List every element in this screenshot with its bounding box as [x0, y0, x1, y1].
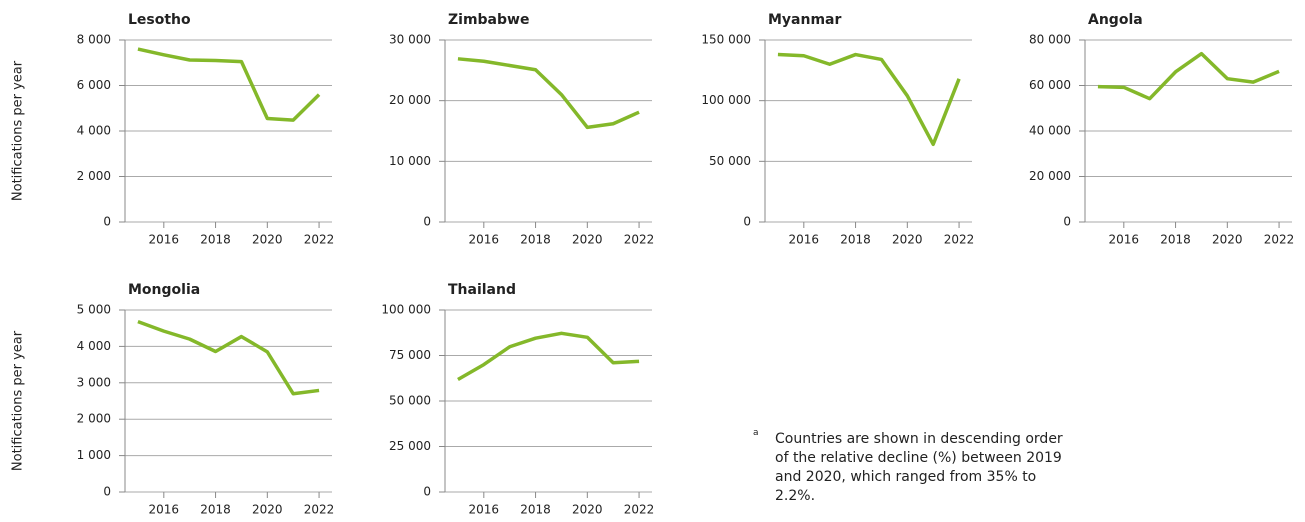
x-tick-label: 2022	[304, 503, 335, 517]
x-tick-label: 2018	[520, 233, 551, 247]
x-tick-label: 2022	[624, 503, 655, 517]
x-tick-label: 2022	[1264, 233, 1295, 247]
footnote-marker: a	[753, 428, 759, 438]
x-tick-label: 2018	[200, 503, 231, 517]
y-tick-label: 0	[743, 215, 751, 229]
x-tick-label: 2016	[149, 233, 180, 247]
x-tick-label: 2020	[252, 503, 283, 517]
line	[1097, 51, 1280, 101]
y-tick-label: 25 000	[389, 439, 431, 453]
chart-title: Zimbabwe	[448, 12, 529, 28]
line	[137, 47, 321, 122]
y-tick-label: 50 000	[389, 394, 431, 408]
y-tick-label: 4 000	[77, 339, 111, 353]
chart-title: Thailand	[448, 282, 516, 298]
x-tick-label: 2018	[520, 503, 551, 517]
line	[457, 331, 640, 382]
y-tick-label: 0	[103, 215, 111, 229]
y-tick-label: 0	[1063, 215, 1071, 229]
y-tick-label: 50 000	[709, 154, 751, 168]
y-tick-label: 1 000	[77, 448, 111, 462]
y-tick-label: 6 000	[77, 78, 111, 92]
x-tick-label: 2022	[304, 233, 335, 247]
y-tick-label: 60 000	[1029, 78, 1071, 92]
x-tick-label: 2022	[624, 233, 655, 247]
line	[777, 52, 961, 147]
y-tick-label: 3 000	[77, 375, 111, 389]
chart-title: Lesotho	[128, 12, 191, 28]
x-tick-label: 2020	[252, 233, 283, 247]
x-tick-label: 2020	[572, 233, 603, 247]
y-tick-label: 80 000	[1029, 33, 1071, 47]
y-axis-label: Notifications per year	[11, 60, 26, 201]
y-tick-label: 20 000	[1029, 169, 1071, 183]
x-tick-label: 2016	[1109, 233, 1140, 247]
y-tick-label: 30 000	[389, 33, 431, 47]
y-tick-label: 150 000	[701, 33, 751, 47]
x-tick-label: 2020	[892, 233, 923, 247]
y-tick-label: 2 000	[77, 169, 111, 183]
y-tick-label: 4 000	[77, 124, 111, 138]
chart-title: Angola	[1088, 12, 1143, 28]
y-tick-label: 0	[423, 215, 431, 229]
y-tick-label: 20 000	[389, 93, 431, 107]
y-tick-label: 0	[423, 485, 431, 499]
y-tick-label: 10 000	[389, 154, 431, 168]
chart-title: Mongolia	[128, 282, 200, 298]
line	[137, 320, 320, 396]
y-tick-label: 5 000	[77, 303, 111, 317]
x-tick-label: 2018	[840, 233, 871, 247]
y-tick-label: 40 000	[1029, 124, 1071, 138]
y-tick-label: 2 000	[77, 412, 111, 426]
y-tick-label: 100 000	[701, 93, 751, 107]
y-tick-label: 8 000	[77, 33, 111, 47]
y-axis-label: Notifications per year	[11, 330, 26, 471]
chart-title: Myanmar	[768, 12, 842, 28]
y-tick-label: 0	[103, 485, 111, 499]
x-tick-label: 2016	[789, 233, 820, 247]
x-tick-label: 2020	[572, 503, 603, 517]
x-tick-label: 2016	[469, 233, 500, 247]
x-tick-label: 2020	[1212, 233, 1243, 247]
line	[457, 57, 640, 130]
x-tick-label: 2022	[944, 233, 975, 247]
x-tick-label: 2018	[200, 233, 231, 247]
x-tick-label: 2016	[149, 503, 180, 517]
y-tick-label: 100 000	[381, 303, 431, 317]
x-tick-label: 2016	[469, 503, 500, 517]
footnote: Countries are shown in descending order …	[775, 431, 1063, 504]
x-tick-label: 2018	[1160, 233, 1191, 247]
y-tick-label: 75 000	[389, 348, 431, 362]
